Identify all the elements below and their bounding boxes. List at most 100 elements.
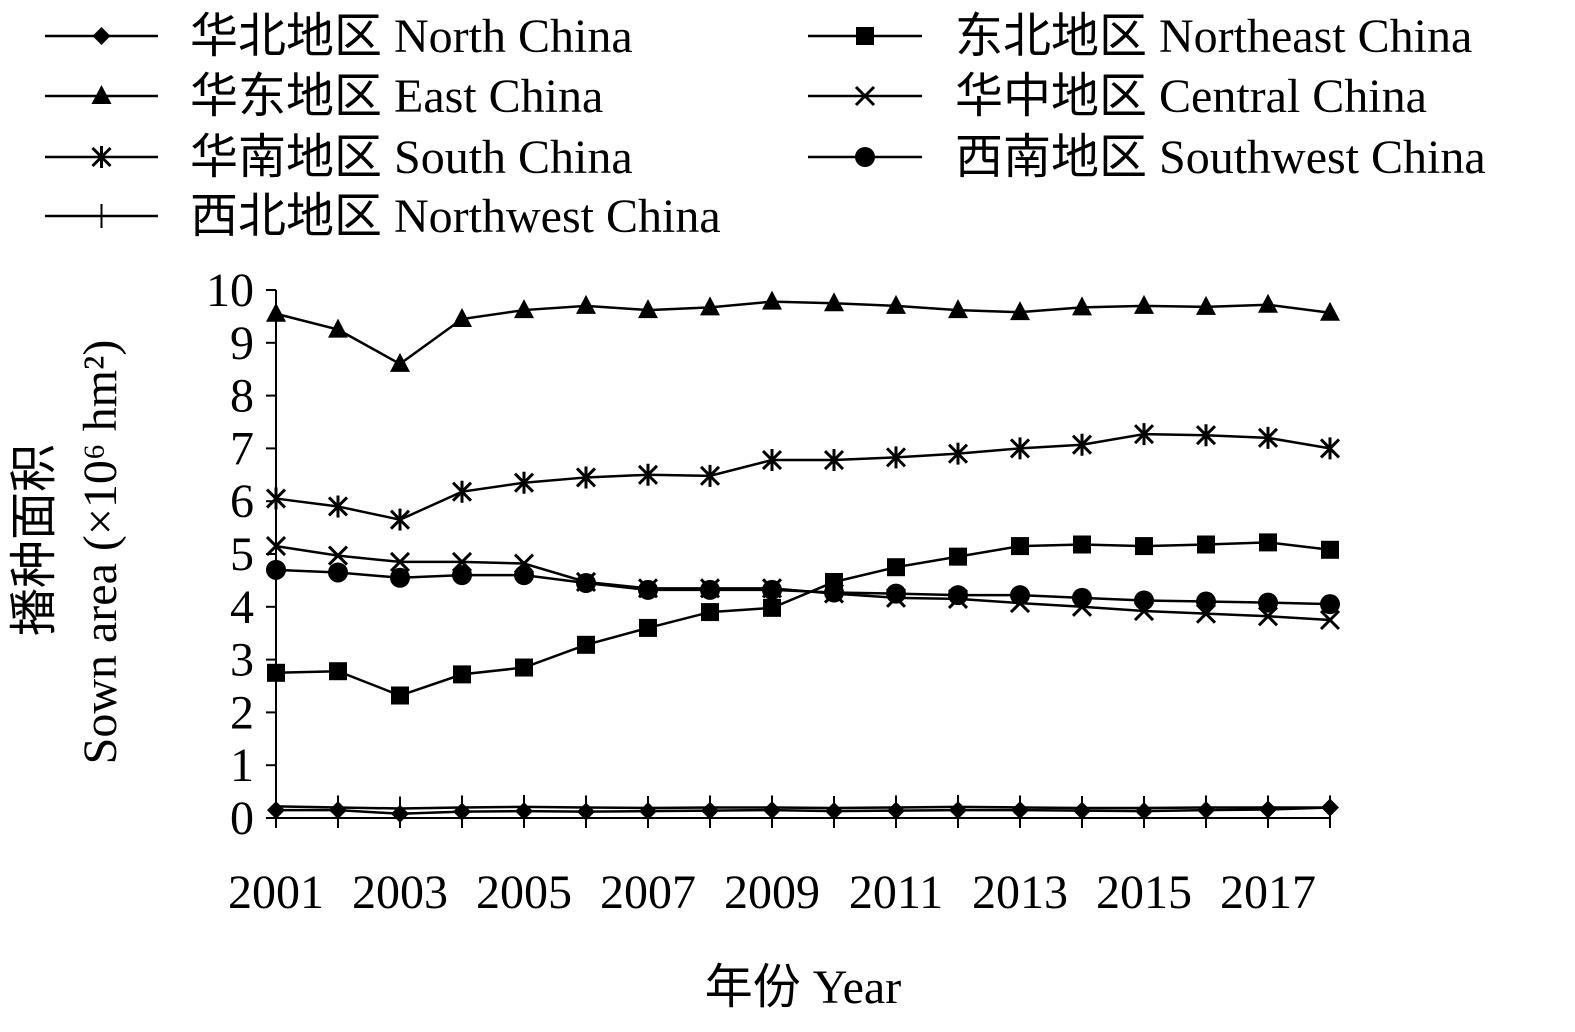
plot-area bbox=[265, 290, 1341, 823]
series-diamond bbox=[267, 798, 1339, 823]
y-tick-label: 2 bbox=[230, 686, 254, 739]
series-line bbox=[275, 544, 1331, 622]
data-point bbox=[576, 573, 596, 594]
data-point bbox=[1259, 533, 1277, 552]
legend-item: 西南地区 Southwest China bbox=[808, 131, 1486, 184]
y-tick-label: 9 bbox=[230, 317, 254, 370]
legend-item: 西北地区 Northwest China bbox=[45, 190, 721, 243]
data-point bbox=[824, 292, 844, 312]
data-point bbox=[389, 508, 411, 531]
data-point bbox=[1010, 301, 1030, 321]
data-point bbox=[265, 536, 287, 557]
data-point bbox=[267, 663, 285, 682]
x-tick-label: 2003 bbox=[352, 866, 448, 919]
series-line bbox=[275, 805, 1330, 810]
data-point bbox=[328, 562, 348, 583]
x-tick-label: 2015 bbox=[1096, 866, 1192, 919]
legend-label: 西北地区 Northwest China bbox=[190, 190, 721, 243]
data-point bbox=[1258, 293, 1278, 313]
data-point bbox=[1319, 437, 1341, 460]
data-point bbox=[886, 294, 906, 314]
series-star bbox=[265, 423, 1341, 531]
data-point bbox=[639, 618, 657, 637]
x-axis-title: 年份 Year bbox=[705, 961, 901, 1014]
legend-item: 东北地区 Northeast China bbox=[808, 10, 1472, 63]
data-point bbox=[577, 635, 595, 654]
data-point bbox=[575, 466, 597, 489]
legend: 华北地区 North China 东北地区 Northeast China 华东地区… bbox=[45, 10, 1486, 243]
data-point bbox=[699, 464, 721, 487]
x-tick-label: 2011 bbox=[849, 866, 943, 919]
data-point bbox=[514, 565, 534, 586]
y-tick-label: 6 bbox=[230, 475, 254, 528]
data-point bbox=[327, 495, 349, 518]
data-point bbox=[514, 299, 534, 319]
data-point bbox=[762, 579, 782, 600]
data-point bbox=[886, 583, 906, 604]
data-point bbox=[1196, 591, 1216, 612]
legend-marker bbox=[91, 146, 112, 168]
legend-item: 华北地区 North China bbox=[45, 10, 633, 63]
data-point bbox=[1320, 301, 1340, 321]
y-tick-label: 10 bbox=[206, 264, 254, 317]
y-tick-label: 4 bbox=[230, 581, 254, 634]
data-point bbox=[1134, 590, 1154, 611]
series-line bbox=[275, 568, 1331, 606]
y-tick-label: 3 bbox=[230, 634, 254, 687]
data-point bbox=[1257, 426, 1279, 449]
legend-label: 华东地区 East China bbox=[190, 70, 603, 123]
data-point bbox=[1073, 535, 1091, 554]
y-axis-title-line-1: 播种面积 bbox=[8, 444, 61, 636]
data-point bbox=[327, 545, 349, 566]
data-point bbox=[762, 290, 782, 310]
legend-item: 华东地区 East China bbox=[45, 70, 603, 123]
data-point bbox=[887, 558, 905, 577]
legend-marker bbox=[856, 27, 874, 45]
data-point bbox=[823, 449, 845, 472]
x-tick-label: 2017 bbox=[1220, 866, 1316, 919]
data-point bbox=[389, 551, 411, 572]
data-point bbox=[1072, 587, 1092, 608]
series-triangle bbox=[266, 290, 1340, 372]
data-point bbox=[1195, 424, 1217, 447]
data-point bbox=[1319, 609, 1341, 631]
x-tick-label: 2005 bbox=[476, 866, 572, 919]
series-x bbox=[265, 536, 1341, 631]
data-point bbox=[701, 603, 719, 622]
series-circle bbox=[266, 559, 1340, 615]
series-line bbox=[275, 300, 1331, 366]
data-point bbox=[452, 565, 472, 586]
series-plus bbox=[275, 794, 1331, 821]
data-point bbox=[515, 658, 533, 677]
data-point bbox=[1320, 594, 1340, 615]
data-point bbox=[948, 585, 968, 606]
data-point bbox=[451, 480, 473, 503]
y-axis-title-line-2: Sown area (×10⁶ hm²) bbox=[74, 340, 127, 765]
data-point bbox=[266, 302, 286, 322]
data-point bbox=[1010, 585, 1030, 606]
y-tick-label: 5 bbox=[230, 528, 254, 581]
data-point bbox=[1258, 592, 1278, 613]
data-point bbox=[638, 579, 658, 600]
data-point bbox=[328, 318, 348, 338]
data-point bbox=[1009, 437, 1031, 460]
data-point bbox=[391, 686, 409, 705]
data-point bbox=[824, 582, 844, 603]
data-point bbox=[1133, 423, 1155, 446]
series-square bbox=[267, 533, 1339, 705]
data-point bbox=[1011, 537, 1029, 556]
y-tick-label: 1 bbox=[230, 739, 254, 792]
y-tick-label: 7 bbox=[230, 422, 254, 475]
series-line bbox=[275, 432, 1331, 521]
series-line bbox=[276, 806, 1331, 816]
data-point bbox=[576, 294, 596, 314]
data-point bbox=[266, 559, 286, 580]
data-point bbox=[1321, 540, 1339, 559]
legend-label: 西南地区 Southwest China bbox=[955, 131, 1486, 184]
x-axis-ticks: 2001 2003 2005 2007 2009 2011 2013 2015 2017 bbox=[228, 818, 1331, 919]
data-point bbox=[1196, 295, 1216, 315]
legend-marker bbox=[92, 27, 111, 45]
